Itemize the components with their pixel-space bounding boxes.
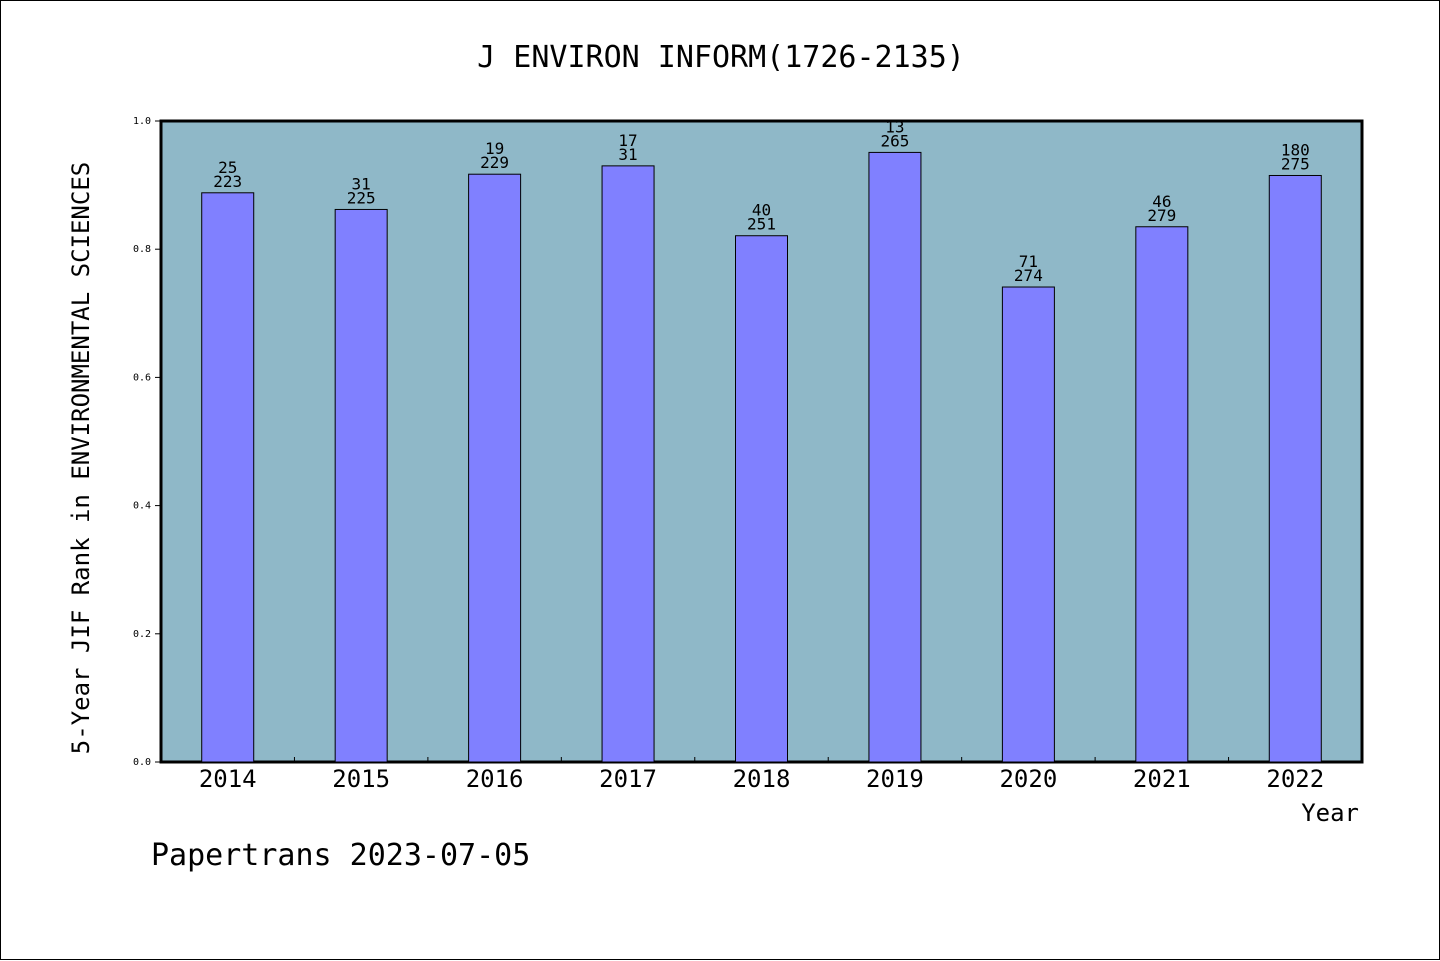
bar-total-label: 275	[1281, 154, 1310, 173]
bar-total-label: 31	[618, 145, 637, 164]
bar-total-label: 251	[747, 215, 776, 234]
bar-2016	[468, 173, 522, 763]
bar-2015	[334, 208, 388, 763]
bar-total-label: 223	[213, 172, 242, 191]
bar-rank-label: 19	[485, 139, 504, 158]
x-tick-label: 2022	[1266, 765, 1324, 793]
bar-2017	[601, 165, 655, 763]
bar-2019	[868, 151, 922, 763]
y-tick-label: 0.6	[133, 372, 151, 383]
bar-rank-label: 25	[218, 158, 237, 177]
bar-rank-label: 13	[885, 117, 904, 136]
x-tick-label: 2014	[199, 765, 257, 793]
bar-total-label: 274	[1014, 266, 1043, 285]
footer-stamp: Papertrans 2023-07-05	[151, 838, 530, 873]
x-axis-label: Year	[1301, 799, 1359, 827]
bar-2022	[1268, 174, 1322, 763]
y-tick-label: 1.0	[133, 116, 151, 127]
bar-total-label: 229	[480, 153, 509, 172]
bar-total-label: 279	[1147, 206, 1176, 225]
bar-2014	[201, 192, 255, 763]
bar-rank-label: 17	[618, 131, 637, 150]
x-tick-label: 2018	[733, 765, 791, 793]
x-tick-label: 2019	[866, 765, 924, 793]
y-tick-label: 0.8	[133, 244, 151, 255]
bar-rank-label: 46	[1152, 192, 1171, 211]
y-axis: 0.0 0.2 0.4 0.6 0.8 1.0	[133, 116, 161, 768]
x-tick-label: 2017	[599, 765, 657, 793]
bar-rank-label: 31	[352, 174, 371, 193]
x-tick-label: 2016	[466, 765, 524, 793]
y-tick-label: 0.0	[133, 757, 151, 768]
bar-rank-label: 180	[1281, 140, 1310, 159]
y-tick-label: 0.4	[133, 501, 151, 512]
x-tick-label: 2021	[1133, 765, 1191, 793]
bar-total-label: 225	[347, 188, 376, 207]
x-tick-label: 2020	[999, 765, 1057, 793]
bar-2020	[1001, 286, 1055, 763]
bar-rank-label: 71	[1019, 252, 1038, 271]
x-axis: 2014 2015 2016 2017 2018 2019 2020 2021 2022	[199, 757, 1324, 793]
bar-rank-label: 40	[752, 201, 771, 220]
bar-2021	[1135, 226, 1189, 763]
y-axis-label: 5-Year JIF Rank in ENVIRONMENTAL SCIENCE…	[67, 162, 95, 754]
y-tick-label: 0.2	[133, 629, 151, 640]
x-tick-label: 2015	[332, 765, 390, 793]
bar-total-label: 265	[880, 131, 909, 150]
chart-title: J ENVIRON INFORM(1726-2135)	[477, 40, 965, 75]
bar-2018	[735, 235, 788, 763]
